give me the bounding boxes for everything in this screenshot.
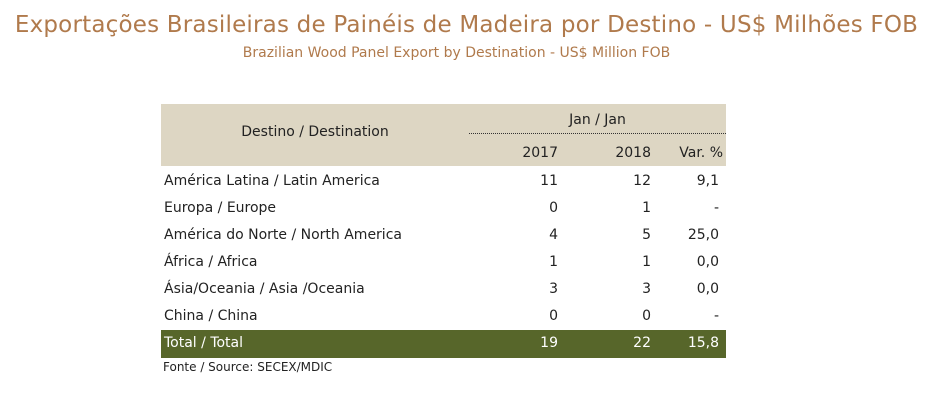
row-value-var: - — [713, 308, 719, 324]
row-label: América Latina / Latin America — [164, 173, 380, 189]
header-divider — [469, 133, 726, 134]
total-value-2018: 22 — [633, 335, 651, 351]
page-title: Exportações Brasileiras de Painéis de Ma… — [14, 12, 919, 38]
export-table: Destino / Destination Jan / Jan 2017 201… — [161, 104, 726, 358]
row-value-var: 0,0 — [696, 254, 719, 270]
header-destination: Destino / Destination — [241, 124, 389, 140]
total-label: Total / Total — [164, 335, 244, 351]
header-2018: 2018 — [615, 145, 651, 161]
row-value-2017: 0 — [549, 200, 558, 216]
table-row: América Latina / Latin America 11 12 9,1 — [161, 168, 726, 195]
row-label: África / Africa — [164, 254, 258, 270]
row-value-2018: 1 — [642, 254, 651, 270]
row-value-2017: 4 — [549, 227, 558, 243]
header-2017: 2017 — [522, 145, 558, 161]
row-value-var: 9,1 — [696, 173, 719, 189]
row-label: China / China — [164, 308, 258, 324]
row-value-2017: 11 — [540, 173, 558, 189]
page-subtitle: Brazilian Wood Panel Export by Destinati… — [242, 45, 671, 61]
table-total-row: Total / Total 19 22 15,8 — [161, 330, 726, 358]
table-row: África / Africa 1 1 0,0 — [161, 249, 726, 276]
row-label: Ásia/Oceania / Asia /Oceania — [164, 281, 365, 297]
source-note: Fonte / Source: SECEX/MDIC — [163, 360, 333, 374]
table-header: Destino / Destination Jan / Jan 2017 201… — [161, 104, 726, 166]
row-value-2018: 3 — [642, 281, 651, 297]
row-value-2018: 5 — [642, 227, 651, 243]
row-label: Europa / Europe — [164, 200, 277, 216]
row-value-var: 25,0 — [687, 227, 719, 243]
header-period: Jan / Jan — [569, 112, 626, 128]
row-value-2017: 1 — [549, 254, 558, 270]
table-row: Ásia/Oceania / Asia /Oceania 3 3 0,0 — [161, 276, 726, 303]
row-value-2018: 0 — [642, 308, 651, 324]
table-row: Europa / Europe 0 1 - — [161, 195, 726, 222]
header-var: Var. % — [679, 145, 723, 161]
total-value-2017: 19 — [540, 335, 558, 351]
row-value-var: - — [713, 200, 719, 216]
total-value-var: 15,8 — [687, 335, 719, 351]
row-value-var: 0,0 — [696, 281, 719, 297]
row-value-2017: 3 — [549, 281, 558, 297]
table-row: China / China 0 0 - — [161, 303, 726, 330]
row-value-2017: 0 — [549, 308, 558, 324]
row-value-2018: 12 — [633, 173, 651, 189]
row-value-2018: 1 — [642, 200, 651, 216]
row-label: América do Norte / North America — [164, 227, 402, 243]
table-row: América do Norte / North America 4 5 25,… — [161, 222, 726, 249]
